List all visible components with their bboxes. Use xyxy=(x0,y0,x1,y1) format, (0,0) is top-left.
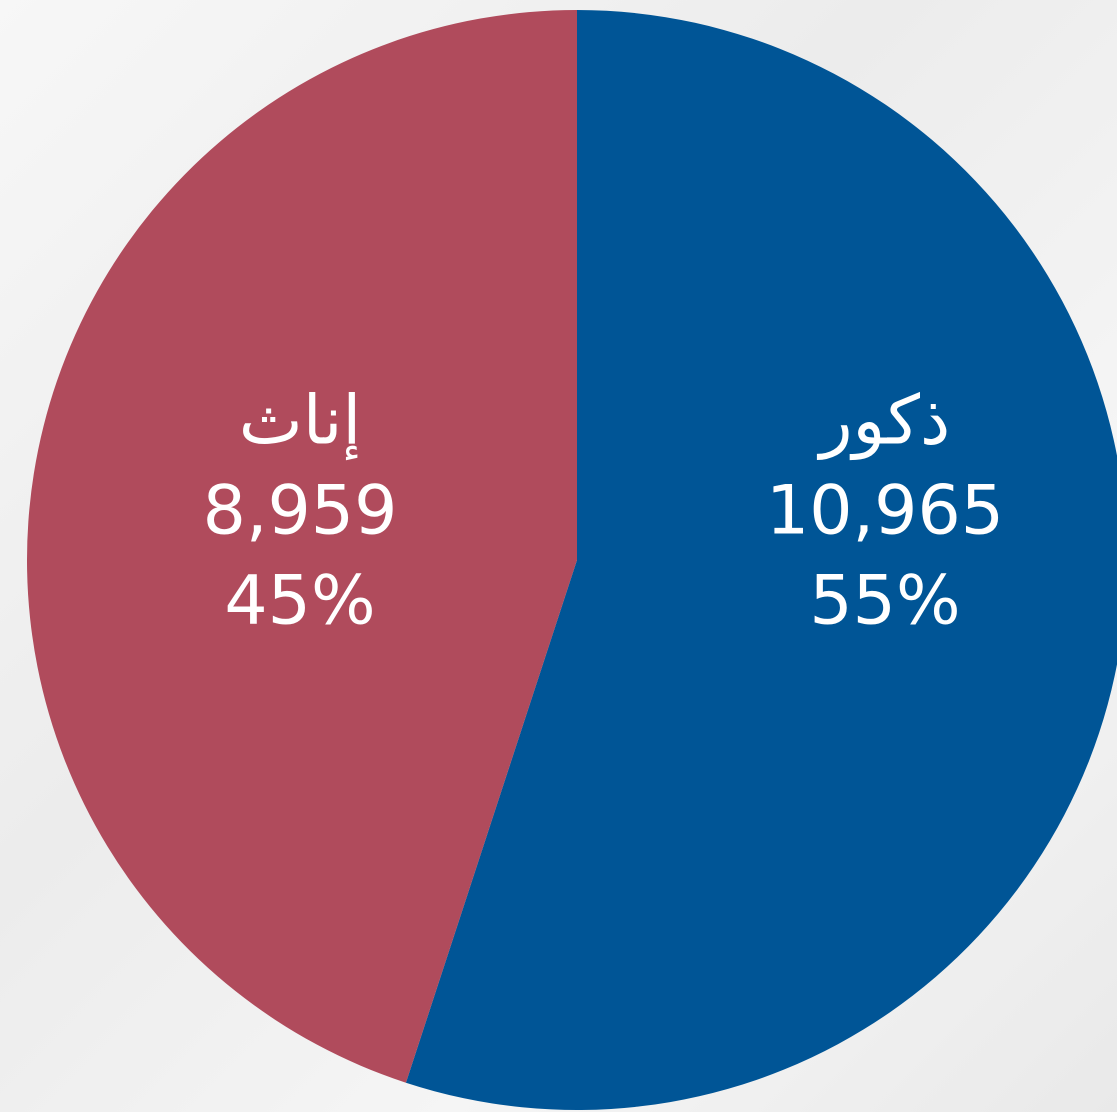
slice-value-label: 10,965 xyxy=(766,472,1004,551)
slice-category-label: ذكور xyxy=(817,382,951,461)
slice-category-label: إناث xyxy=(239,382,362,461)
slice-percent-label: 55% xyxy=(809,562,960,641)
pie-slice xyxy=(26,10,578,1083)
slice-percent-label: 45% xyxy=(224,562,375,641)
slice-value-label: 8,959 xyxy=(203,472,398,551)
pie-slice xyxy=(405,10,1117,1110)
